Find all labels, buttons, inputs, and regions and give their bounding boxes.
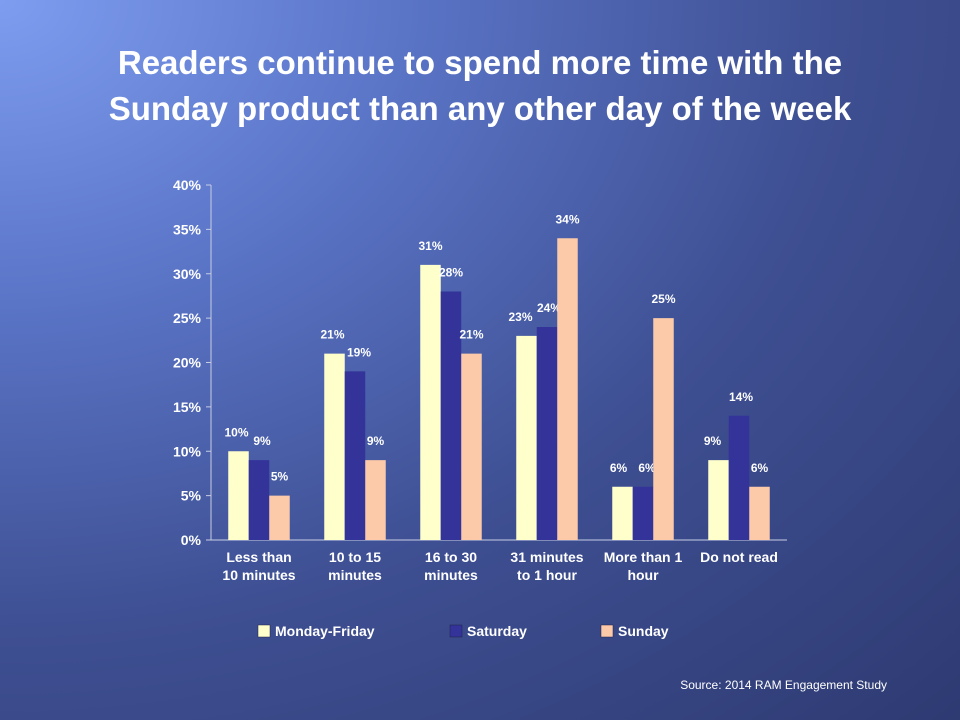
x-tick-label: Do not read xyxy=(700,549,778,565)
bar xyxy=(632,486,654,540)
data-label: 10% xyxy=(224,425,248,439)
data-label: 9% xyxy=(704,434,722,448)
data-label: 21% xyxy=(459,328,483,342)
y-tick-label: 10% xyxy=(173,443,202,459)
x-tick-label: 16 to 30 xyxy=(425,549,477,565)
data-label: 34% xyxy=(555,212,579,226)
y-tick-label: 25% xyxy=(173,310,202,326)
bar xyxy=(248,460,270,540)
data-label: 6% xyxy=(610,461,628,475)
y-tick-label: 40% xyxy=(173,177,202,193)
data-label: 19% xyxy=(347,345,371,359)
data-label: 9% xyxy=(253,434,271,448)
x-tick-label: minutes xyxy=(424,567,478,583)
x-tick-label: 31 minutes xyxy=(510,549,583,565)
bar xyxy=(516,335,537,540)
x-tick-label: 10 minutes xyxy=(222,567,295,583)
page-title: Readers continue to spend more time with… xyxy=(20,40,940,132)
y-tick-label: 0% xyxy=(181,532,202,548)
bar xyxy=(708,460,729,540)
y-tick-label: 35% xyxy=(173,221,202,237)
bar xyxy=(440,291,462,540)
legend-swatch xyxy=(257,624,271,638)
data-label: 6% xyxy=(751,461,769,475)
bar xyxy=(653,318,674,540)
bar xyxy=(324,353,345,540)
x-tick-label: 10 to 15 xyxy=(329,549,381,565)
y-tick-label: 30% xyxy=(173,266,202,282)
data-label: 6% xyxy=(638,461,656,475)
bar xyxy=(269,495,290,540)
x-tick-label: More than 1 xyxy=(604,549,683,565)
bar xyxy=(420,264,441,540)
y-tick-label: 5% xyxy=(181,488,202,504)
legend-label: Saturday xyxy=(467,623,527,639)
data-label: 14% xyxy=(729,390,753,404)
bar xyxy=(461,353,482,540)
data-label: 21% xyxy=(320,328,344,342)
bar xyxy=(612,486,633,540)
data-label: 5% xyxy=(271,470,289,484)
data-label: 23% xyxy=(508,310,532,324)
data-label: 25% xyxy=(651,292,675,306)
data-label: 24% xyxy=(537,301,561,315)
source-note: Source: 2014 RAM Engagement Study xyxy=(680,678,887,692)
bar xyxy=(365,460,386,540)
data-label: 31% xyxy=(418,239,442,253)
legend-label: Monday-Friday xyxy=(275,623,375,639)
data-label: 28% xyxy=(439,266,463,280)
y-tick-label: 20% xyxy=(173,355,202,371)
x-tick-label: minutes xyxy=(328,567,382,583)
legend-swatch xyxy=(449,624,463,638)
x-tick-label: Less than xyxy=(226,549,291,565)
data-label: 9% xyxy=(367,434,385,448)
legend-label: Sunday xyxy=(618,623,669,639)
bar xyxy=(728,415,750,540)
x-tick-label: hour xyxy=(627,567,659,583)
title-line-1: Readers continue to spend more time with… xyxy=(117,44,843,81)
bar xyxy=(536,327,558,540)
y-tick-label: 15% xyxy=(173,399,202,415)
x-tick-label: to 1 hour xyxy=(517,567,577,583)
title-line-2: Sunday product than any other day of the… xyxy=(108,90,852,127)
bar xyxy=(557,238,578,540)
bar xyxy=(344,371,366,540)
bar xyxy=(749,486,770,540)
bar xyxy=(228,451,249,540)
legend-swatch xyxy=(600,624,614,638)
